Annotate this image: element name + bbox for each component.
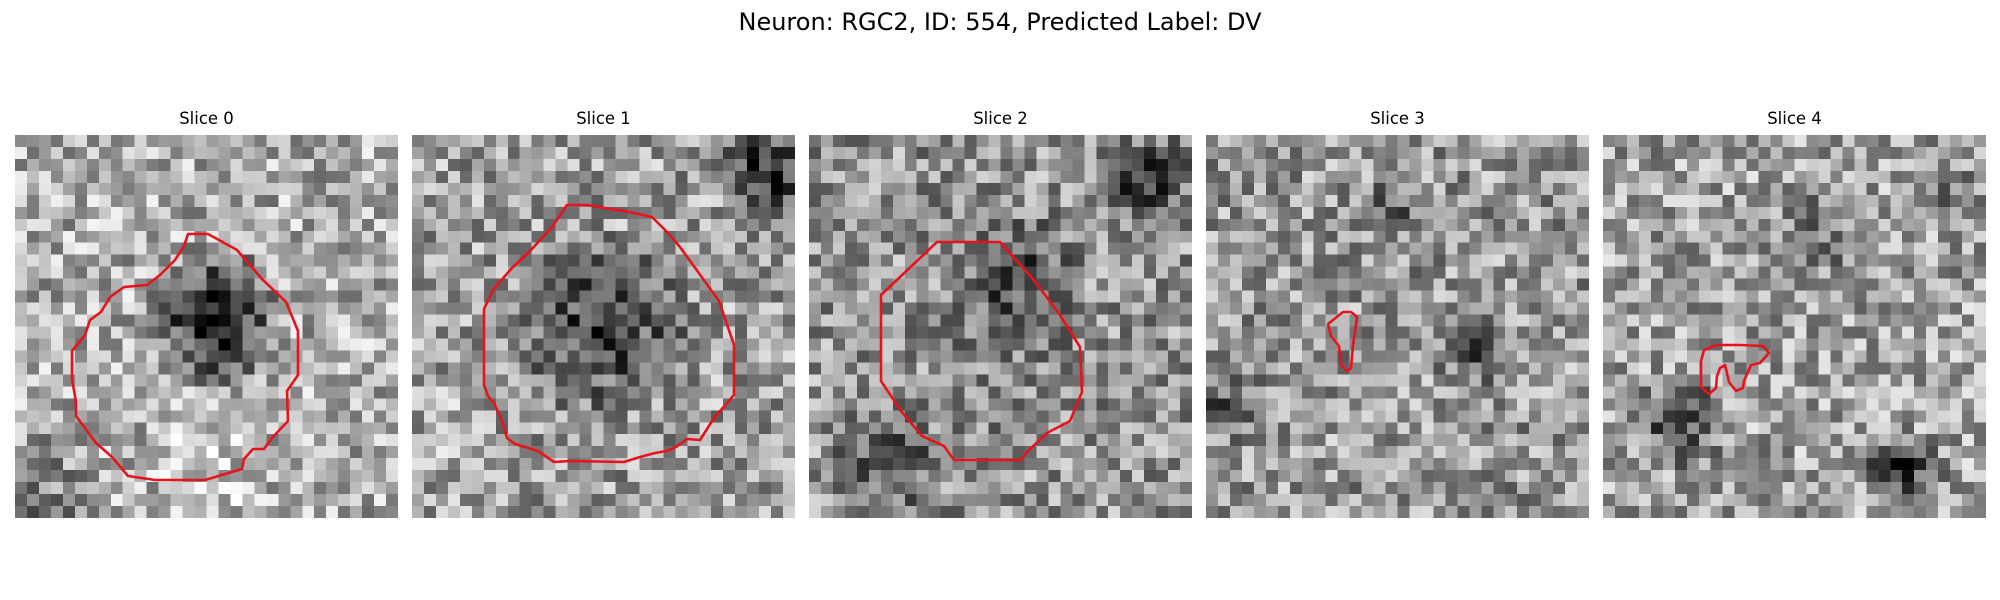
grayscale-heatmap bbox=[1603, 135, 1986, 518]
slice-image bbox=[809, 135, 1192, 518]
grayscale-heatmap bbox=[1206, 135, 1589, 518]
slice-image bbox=[1603, 135, 1986, 518]
slice-title: Slice 2 bbox=[973, 109, 1028, 128]
slice-image bbox=[412, 135, 795, 518]
slice-title: Slice 1 bbox=[576, 109, 631, 128]
roi-outline bbox=[1326, 310, 1359, 373]
slice-panel-2: Slice 2 bbox=[809, 108, 1192, 520]
roi-overlay bbox=[482, 203, 736, 464]
slice-image bbox=[1206, 135, 1589, 518]
slice-title: Slice 3 bbox=[1370, 109, 1425, 128]
slice-title: Slice 0 bbox=[179, 109, 234, 128]
roi-outline bbox=[1699, 343, 1771, 396]
roi-outline bbox=[482, 203, 736, 464]
grayscale-heatmap bbox=[412, 135, 795, 518]
grayscale-heatmap bbox=[15, 135, 398, 518]
roi-overlay bbox=[1699, 343, 1771, 396]
roi-overlay bbox=[70, 232, 300, 482]
slice-title: Slice 4 bbox=[1767, 109, 1822, 128]
slice-panel-4: Slice 4 bbox=[1603, 108, 1986, 520]
slice-panel-1: Slice 1 bbox=[412, 108, 795, 520]
figure-title: Neuron: RGC2, ID: 554, Predicted Label: … bbox=[738, 8, 1262, 36]
roi-overlay bbox=[879, 240, 1084, 462]
roi-outline bbox=[70, 232, 300, 482]
roi-outline bbox=[879, 240, 1084, 462]
slice-panel-3: Slice 3 bbox=[1206, 108, 1589, 520]
slice-panel-0: Slice 0 bbox=[15, 108, 398, 520]
grayscale-heatmap bbox=[809, 135, 1192, 518]
roi-overlay bbox=[1326, 310, 1359, 373]
slice-image bbox=[15, 135, 398, 518]
